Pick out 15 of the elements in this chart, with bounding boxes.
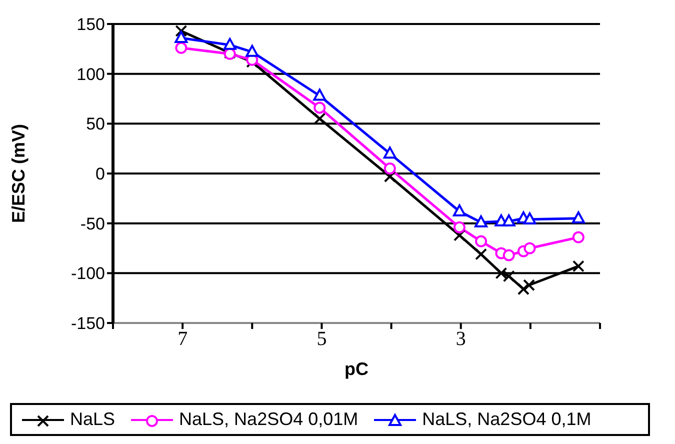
legend-label: NaLS, Na2SO4 0,01M — [179, 409, 358, 430]
legend-label: NaLS, Na2SO4 0,1M — [422, 409, 592, 430]
y-tick-label: -100 — [70, 264, 105, 284]
legend-label: NaLS — [70, 409, 116, 430]
y-tick-label: -50 — [80, 214, 105, 234]
y-tick-label: 150 — [76, 15, 105, 34]
y-tick-label: -150 — [70, 314, 105, 334]
y-axis-title: E/ESC (mV) — [8, 124, 28, 224]
x-axis-title: pC — [344, 359, 368, 379]
y-tick-label: 0 — [96, 164, 105, 184]
x-tick-label: 5 — [316, 328, 327, 350]
x-tick-label: 7 — [178, 328, 188, 350]
y-tick-label: 50 — [86, 114, 105, 134]
x-tick-label: 3 — [456, 328, 466, 350]
y-tick-label: 100 — [76, 64, 105, 84]
